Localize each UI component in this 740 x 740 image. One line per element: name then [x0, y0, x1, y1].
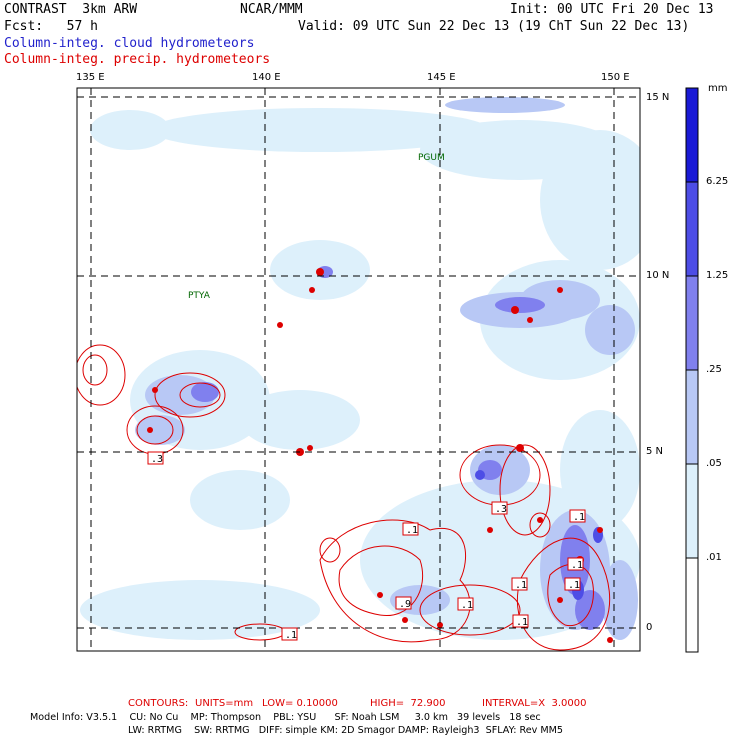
- lat-label-5n: 5 N: [646, 446, 664, 457]
- lat-label-15n: 15 N: [646, 92, 670, 103]
- svg-text:.3: .3: [151, 454, 163, 465]
- svg-text:.9: .9: [399, 599, 411, 610]
- lon-label-140: 140 E: [252, 72, 281, 83]
- lat-label-0: 0: [646, 622, 653, 633]
- svg-text:.1: .1: [406, 525, 418, 536]
- svg-text:.1: .1: [571, 560, 583, 571]
- colorbar-unit: mm: [708, 83, 728, 94]
- lon-label-150: 150 E: [601, 72, 630, 83]
- contour-label-boxes: .3 .1 .1 .1 .1 .1 .9 .1 .1 .3 .1: [147, 451, 586, 641]
- contour-label-box: .1: [457, 597, 474, 611]
- svg-text:.1: .1: [285, 630, 297, 641]
- forecast-hour: Fcst: 57 h: [4, 19, 98, 34]
- contour-label-box: .1: [511, 577, 528, 591]
- contour-label-box: .3: [147, 451, 164, 465]
- contours-low: LOW= 0.10000: [262, 698, 338, 709]
- cloud-field: [80, 97, 640, 640]
- colorbar-level-0-25: .25: [706, 364, 722, 375]
- map-frame: [76, 87, 641, 652]
- lat-label-10n: 10 N: [646, 270, 670, 281]
- svg-text:.1: .1: [461, 600, 473, 611]
- field-precip-label: Column-integ. precip. hydrometeors: [4, 52, 271, 67]
- contours-units: UNITS=mm: [195, 698, 254, 709]
- organization: NCAR/MMM: [240, 2, 303, 17]
- station-ptya: PTYA: [188, 291, 211, 301]
- model-info-line2: LW: RRTMG SW: RRTMG DIFF: simple KM: 2D …: [128, 725, 564, 736]
- colorbar-level-1-25: 1.25: [706, 270, 729, 281]
- svg-text:.1: .1: [516, 617, 528, 628]
- stations: PGUM PTYA: [188, 153, 445, 301]
- model-info-line1: Model Info: V3.5.1 CU: No Cu MP: Thompso…: [30, 712, 541, 723]
- contours-interval: INTERVAL=X 3.0000: [482, 698, 587, 709]
- lon-label-145: 145 E: [427, 72, 456, 83]
- colorbar-level-6-25: 6.25: [706, 176, 729, 187]
- contour-label-box: .1: [567, 557, 584, 571]
- contour-label-box: .3: [491, 501, 508, 515]
- field-cloud-label: Column-integ. cloud hydrometeors: [4, 36, 255, 51]
- contour-label-box: .9: [395, 596, 412, 610]
- colorbar-level-0-05: .05: [706, 458, 722, 469]
- contours-high: HIGH= 72.900: [370, 698, 446, 709]
- lat-lon-grid: [77, 88, 640, 651]
- station-pgum: PGUM: [418, 153, 445, 163]
- svg-text:.1: .1: [515, 580, 527, 591]
- colorbar: [685, 87, 699, 653]
- model-title: CONTRAST 3km ARW: [4, 2, 138, 17]
- lon-label-135: 135 E: [76, 72, 105, 83]
- svg-text:.1: .1: [573, 512, 585, 523]
- svg-text:.1: .1: [568, 580, 580, 591]
- init-time: Init: 00 UTC Fri 20 Dec 13: [510, 2, 714, 17]
- svg-text:.3: .3: [495, 504, 507, 515]
- contour-label-box: .1: [512, 614, 529, 628]
- valid-time: Valid: 09 UTC Sun 22 Dec 13 (19 ChT Sun …: [298, 19, 690, 34]
- colorbar-level-0-01: .01: [706, 552, 722, 563]
- contour-label-box: .1: [281, 627, 298, 641]
- contours-title: CONTOURS:: [128, 698, 189, 709]
- contour-label-box: .1: [569, 509, 586, 523]
- precip-cores: [147, 268, 613, 643]
- contour-label-box: .1: [402, 522, 419, 536]
- contour-label-box: .1: [564, 577, 581, 591]
